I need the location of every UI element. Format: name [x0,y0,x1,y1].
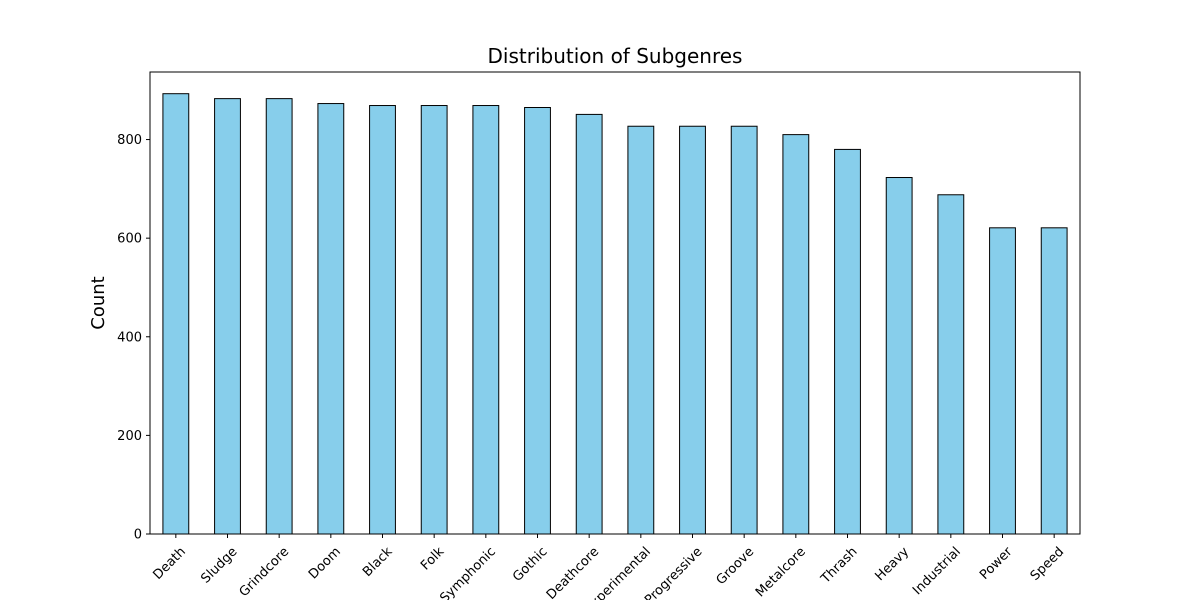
chart-title: Distribution of Subgenres [488,44,743,68]
bars-group [162,93,1068,535]
x-tick-label: Gothic [510,544,550,584]
y-tick-label: 800 [117,133,142,148]
bar-groove [730,125,758,535]
x-tick-label: Deathcore [544,544,602,600]
bar-metalcore [782,134,810,535]
x-tick-label: Thrash [818,544,861,587]
x-tick-label: Grindcore [237,544,293,600]
bar-symphonic [472,105,500,535]
bar-thrash [834,148,861,535]
y-axis-ticks: 0 200 400 600 800 [117,133,150,543]
y-tick-label: 0 [134,528,142,543]
plot-frame [149,71,1081,535]
bar-folk [420,105,448,535]
bar-doom [317,103,345,535]
bar-grindcore [265,98,293,535]
x-tick-label: Groove [714,544,758,588]
bar-death [162,93,190,535]
x-tick-label: Power [977,544,1016,583]
x-tick-label: Folk [418,544,447,573]
x-tick-label: Black [360,544,396,580]
bar-speed [1040,227,1068,535]
bar-power [989,227,1016,535]
bar-black [369,105,396,535]
bar-sludge [214,98,241,535]
y-tick-label: 600 [117,232,142,247]
y-tick-label: 200 [117,429,142,444]
bar-gothic [524,107,551,535]
y-axis-label: Count [88,276,109,329]
x-tick-label: Doom [306,544,344,582]
bar-progressive [679,125,706,535]
bar-deathcore [575,113,603,535]
x-tick-label: Heavy [873,544,913,584]
bar-industrial [937,194,965,535]
bar-heavy [885,177,913,535]
x-tick-label: Death [150,544,188,582]
x-tick-label: Industrial [910,544,964,598]
x-tick-label: Sludge [198,544,240,586]
x-tick-label: Speed [1028,544,1067,583]
x-tick-label: Metalcore [753,544,809,600]
x-tick-label: Symphonic [437,544,499,600]
bar-experimental [627,125,655,535]
y-tick-label: 400 [117,330,142,345]
